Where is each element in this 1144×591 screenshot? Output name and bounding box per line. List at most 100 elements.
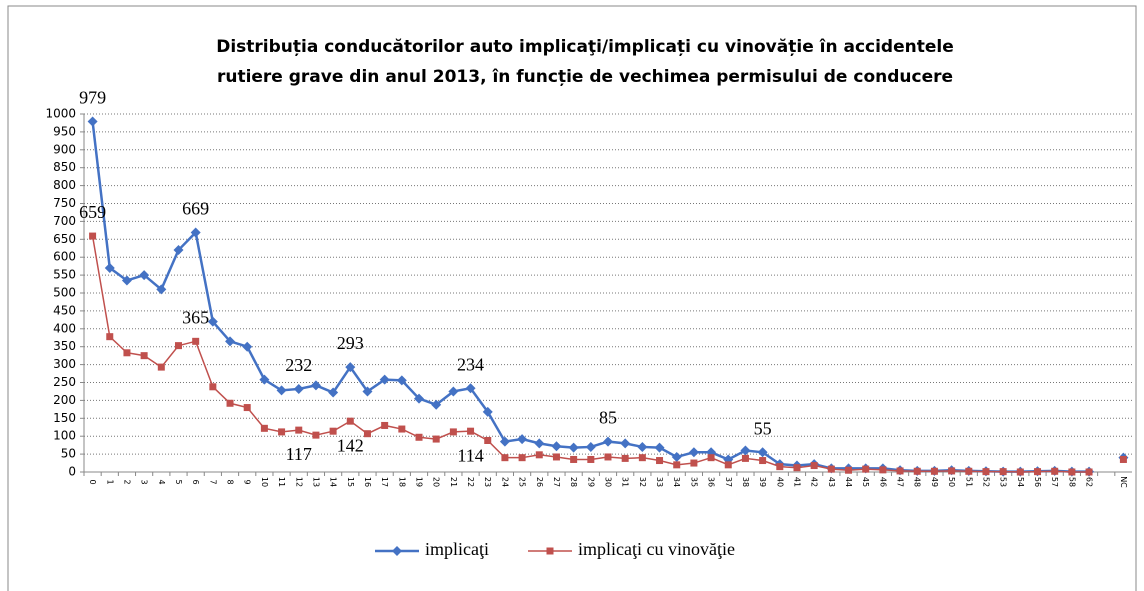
- x-tick-label: 21: [449, 477, 458, 487]
- data-point: [948, 467, 956, 475]
- chart-title: rutiere grave din anul 2013, în funcție …: [217, 67, 953, 87]
- data-point: [879, 466, 887, 474]
- data-point: [259, 374, 270, 385]
- y-tick-label: 700: [53, 214, 76, 228]
- y-tick-label: 300: [53, 357, 76, 371]
- x-tick-label: 52: [981, 477, 990, 487]
- x-tick-label: 7: [208, 479, 217, 484]
- x-tick-label: 50: [947, 477, 956, 487]
- data-point: [346, 417, 354, 425]
- data-label: 234: [457, 354, 484, 374]
- data-label: 293: [337, 333, 364, 353]
- x-tick-label: 13: [311, 477, 320, 487]
- data-label: 232: [285, 355, 312, 375]
- x-tick-label: 18: [397, 477, 406, 487]
- data-point: [173, 245, 184, 256]
- data-point: [106, 333, 114, 341]
- data-point: [604, 453, 612, 461]
- x-tick-label: 24: [500, 477, 509, 487]
- data-point: [278, 428, 286, 436]
- y-tick-label: 600: [53, 250, 76, 264]
- data-point: [810, 462, 818, 470]
- data-point: [484, 436, 492, 444]
- data-point: [1119, 455, 1127, 463]
- data-label: 659: [79, 202, 106, 222]
- data-point: [759, 457, 767, 465]
- x-tick-label: 10: [260, 477, 269, 487]
- data-point: [757, 447, 768, 458]
- x-tick-label: 19: [415, 477, 424, 487]
- data-point: [1085, 468, 1093, 476]
- data-point: [226, 399, 234, 407]
- x-tick-label: 54: [1016, 477, 1025, 487]
- x-tick-label: 20: [432, 477, 441, 487]
- data-point: [139, 270, 150, 281]
- data-point: [328, 387, 339, 398]
- y-tick-label: 350: [53, 339, 76, 353]
- data-point: [398, 425, 406, 433]
- x-tick-label: 46: [878, 477, 887, 487]
- x-tick-label: 28: [569, 477, 578, 487]
- x-tick-label: 49: [930, 477, 939, 487]
- y-tick-label: 50: [61, 447, 76, 461]
- data-point: [157, 363, 165, 371]
- data-point: [243, 404, 251, 412]
- x-tick-label: 6: [191, 479, 200, 484]
- data-point: [1051, 467, 1059, 475]
- x-tick-label: 47: [896, 477, 905, 487]
- data-point: [827, 465, 835, 473]
- data-point: [190, 227, 201, 238]
- data-point: [156, 284, 167, 295]
- data-point: [585, 441, 596, 452]
- legend-marker: [392, 546, 402, 556]
- data-point: [862, 465, 870, 473]
- x-tick-label: 62: [1085, 477, 1094, 487]
- x-tick-label: 39: [758, 477, 767, 487]
- x-tick-label: 40: [775, 477, 784, 487]
- x-tick-label: 53: [999, 477, 1008, 487]
- x-tick-label: 57: [1050, 477, 1059, 487]
- data-point: [551, 441, 562, 452]
- y-tick-label: 400: [53, 321, 76, 335]
- data-point: [499, 436, 510, 447]
- y-tick-label: 450: [53, 303, 76, 317]
- data-point: [621, 454, 629, 462]
- data-point: [449, 428, 457, 436]
- data-point: [1016, 468, 1024, 476]
- data-point: [534, 438, 545, 449]
- x-tick-label: 35: [689, 477, 698, 487]
- data-point: [260, 424, 268, 432]
- data-point: [930, 467, 938, 475]
- x-tick-label: 29: [586, 477, 595, 487]
- y-tick-label: 0: [68, 465, 76, 479]
- legend-label: implicaţi: [425, 539, 489, 559]
- x-tick-label: 38: [741, 477, 750, 487]
- data-label: 114: [457, 445, 483, 465]
- data-point: [688, 447, 699, 458]
- data-point: [535, 451, 543, 459]
- x-tick-label: 5: [174, 479, 183, 484]
- data-point: [121, 275, 132, 286]
- x-tick-label: 42: [810, 477, 819, 487]
- data-point: [603, 436, 613, 447]
- data-point: [467, 427, 475, 435]
- data-point: [432, 435, 440, 443]
- data-point: [896, 467, 904, 475]
- data-point: [587, 455, 595, 463]
- y-tick-label: 1000: [45, 107, 76, 121]
- x-tick-label: 51: [964, 477, 973, 487]
- data-point: [620, 438, 631, 449]
- data-point: [741, 454, 749, 462]
- data-point: [312, 431, 320, 439]
- data-point: [381, 421, 389, 429]
- x-tick-label: 25: [518, 477, 527, 487]
- data-label: 365: [182, 307, 209, 327]
- data-point: [518, 454, 526, 462]
- data-point: [209, 383, 217, 391]
- data-label: 979: [79, 88, 106, 108]
- data-label: 117: [286, 444, 312, 464]
- x-tick-label: 0: [88, 479, 97, 484]
- y-tick-label: 950: [53, 124, 76, 138]
- data-point: [671, 451, 682, 462]
- data-point: [414, 393, 425, 404]
